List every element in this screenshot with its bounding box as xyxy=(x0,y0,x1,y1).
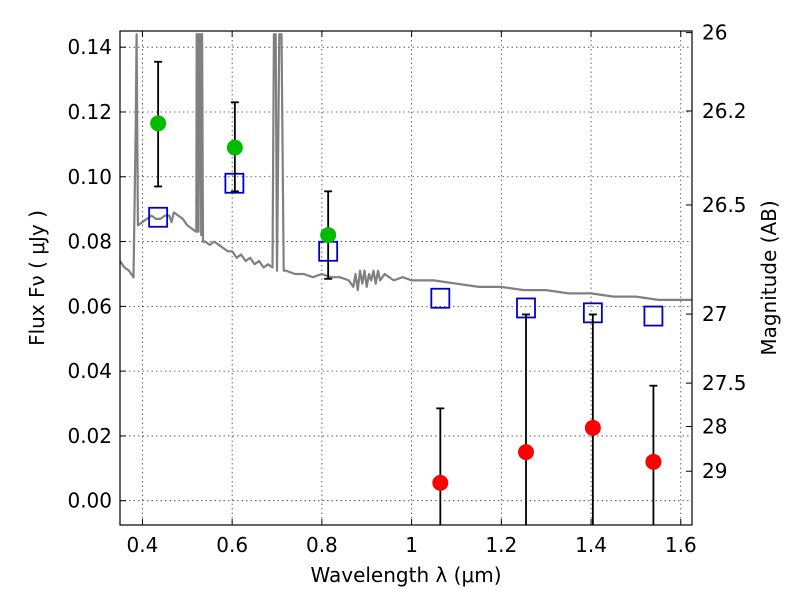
x-tick-label: 1 xyxy=(405,533,418,557)
y-tick-label: 0.02 xyxy=(67,424,112,448)
x-tick-label: 1.4 xyxy=(575,533,607,557)
y-axis-label: Flux Fν ( μJy ) xyxy=(25,210,49,346)
square-marker xyxy=(148,206,169,228)
circle-marker xyxy=(150,115,167,132)
circle-marker xyxy=(584,419,601,436)
x-tick-label: 0.6 xyxy=(216,533,248,557)
y-tick-label: 0.14 xyxy=(67,35,112,59)
spectrum-line xyxy=(119,33,692,301)
circle-marker xyxy=(518,444,535,461)
y-tick-label: 0.08 xyxy=(67,230,112,254)
right-tick-label: 28 xyxy=(702,415,727,439)
y-tick-label: 0.04 xyxy=(67,359,112,383)
y-tick-label: 0.12 xyxy=(67,100,112,124)
right-tick-label: 29 xyxy=(702,459,727,483)
right-tick-label: 26 xyxy=(702,21,727,45)
circle-marker xyxy=(226,139,243,156)
square-marker xyxy=(430,287,451,309)
circle-marker xyxy=(320,227,337,244)
y-tick-label: 0.06 xyxy=(67,294,112,318)
square-marker xyxy=(643,305,664,327)
x-axis-label: Wavelength λ (μm) xyxy=(310,563,501,587)
right-tick-label: 27.5 xyxy=(702,371,747,395)
circle-marker xyxy=(432,474,449,491)
x-tick-label: 1.2 xyxy=(485,533,517,557)
axis-ticks: 0.4 0.6 0.8 1 1.2 1.4 1.6 0.00 0.02 0.04 0.06 0.08 0… xyxy=(67,21,746,557)
model-spectrum xyxy=(119,33,692,301)
right-tick-label: 26.2 xyxy=(702,99,747,123)
right-tick-label: 26.5 xyxy=(702,193,747,217)
right-tick-label: 27 xyxy=(702,302,727,326)
right-axis-label: Magnitude (AB) xyxy=(757,200,781,355)
x-tick-label: 0.8 xyxy=(306,533,338,557)
plot-frame xyxy=(119,30,693,526)
data-markers xyxy=(148,60,664,525)
x-tick-label: 0.4 xyxy=(127,533,159,557)
circle-marker xyxy=(645,453,662,470)
y-tick-label: 0.00 xyxy=(67,489,112,513)
y-tick-label: 0.10 xyxy=(67,165,112,189)
x-tick-label: 1.6 xyxy=(665,533,697,557)
